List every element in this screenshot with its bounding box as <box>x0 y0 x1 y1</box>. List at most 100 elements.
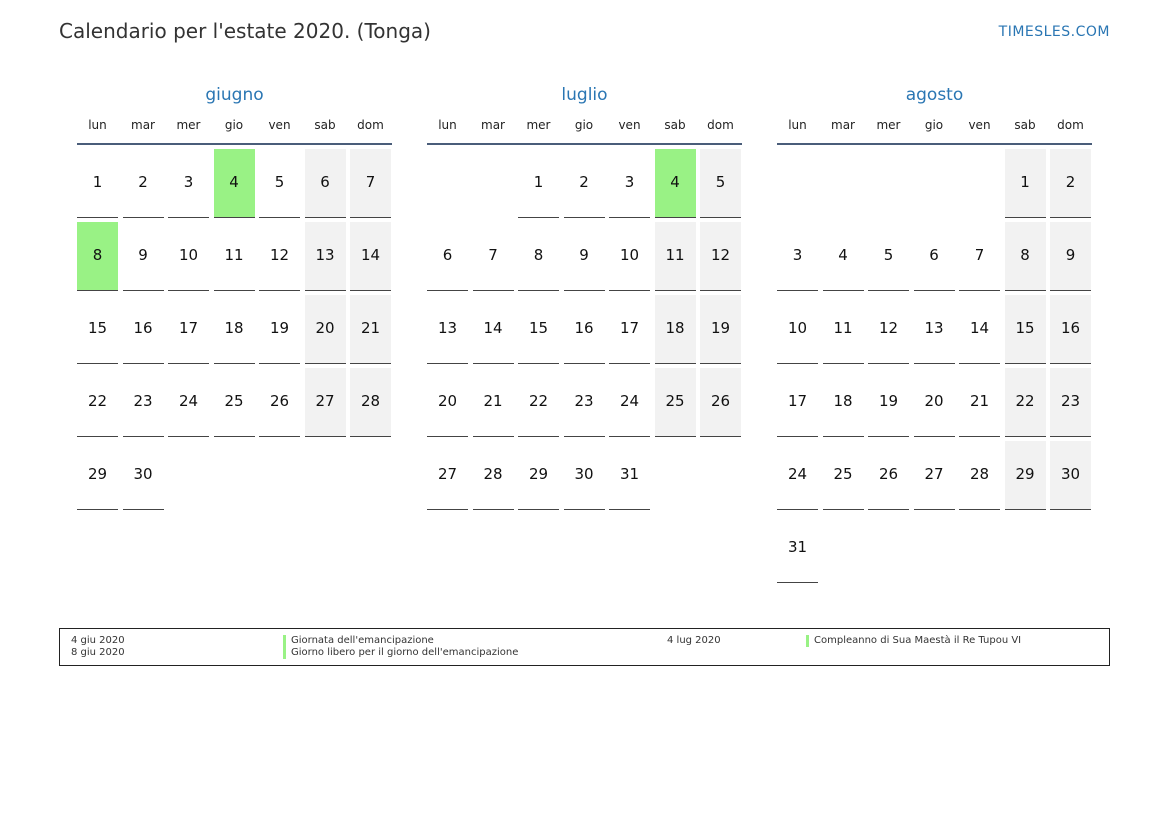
day-cell[interactable]: 14 <box>472 295 514 364</box>
day-cell[interactable]: 18 <box>822 368 864 437</box>
day-cell[interactable]: 22 <box>518 368 559 437</box>
day-cell[interactable]: 1 <box>77 149 118 218</box>
day-cell[interactable]: 23 <box>563 368 605 437</box>
day-cell[interactable]: 16 <box>122 295 164 364</box>
day-cell[interactable]: 19 <box>868 368 909 437</box>
day-cell[interactable]: 15 <box>1004 295 1046 364</box>
day-cell[interactable]: 13 <box>913 295 955 364</box>
day-cell[interactable]: 15 <box>77 295 118 364</box>
day-cell[interactable]: 8 <box>518 222 559 291</box>
day-cell[interactable]: 13 <box>304 222 346 291</box>
day-cell[interactable]: 10 <box>609 222 650 291</box>
day-cell[interactable]: 28 <box>959 441 1000 510</box>
day-cell[interactable]: 29 <box>77 441 118 510</box>
day-cell[interactable]: 6 <box>913 222 955 291</box>
day-cell[interactable]: 21 <box>472 368 514 437</box>
day-cell[interactable]: 25 <box>213 368 255 437</box>
holiday-day-cell[interactable]: 8 <box>77 222 118 291</box>
month-name: giugno <box>205 85 264 105</box>
day-cell[interactable]: 19 <box>700 295 741 364</box>
day-cell[interactable]: 30 <box>563 441 605 510</box>
day-cell[interactable]: 2 <box>563 149 605 218</box>
day-cell[interactable]: 24 <box>168 368 209 437</box>
day-cell[interactable]: 15 <box>518 295 559 364</box>
day-cell[interactable]: 1 <box>1004 149 1046 218</box>
weekday-label: sab <box>1014 118 1036 132</box>
day-cell[interactable]: 26 <box>700 368 741 437</box>
day-cell[interactable]: 30 <box>122 441 164 510</box>
day-cell[interactable]: 3 <box>609 149 650 218</box>
day-cell[interactable]: 19 <box>259 295 300 364</box>
day-cell[interactable]: 10 <box>168 222 209 291</box>
day-cell[interactable]: 20 <box>913 368 955 437</box>
holiday-day-cell[interactable]: 4 <box>213 149 255 218</box>
day-cell[interactable]: 5 <box>700 149 741 218</box>
day-cell[interactable]: 12 <box>259 222 300 291</box>
weekday-label: sab <box>314 118 336 132</box>
day-cell[interactable]: 7 <box>350 149 391 218</box>
day-cell[interactable]: 3 <box>777 222 818 291</box>
day-cell[interactable]: 17 <box>777 368 818 437</box>
day-cell[interactable]: 27 <box>913 441 955 510</box>
day-cell[interactable]: 26 <box>259 368 300 437</box>
day-cell[interactable]: 31 <box>609 441 650 510</box>
month-calendar-june: giugno lun mar mer gio ven sab dom 1 2 3 4 5 6 7 8 9 10… <box>77 84 392 510</box>
day-cell[interactable]: 8 <box>1004 222 1046 291</box>
day-cell[interactable]: 9 <box>563 222 605 291</box>
day-cell[interactable]: 2 <box>1050 149 1091 218</box>
day-cell[interactable]: 14 <box>959 295 1000 364</box>
day-cell[interactable]: 29 <box>518 441 559 510</box>
day-cell[interactable]: 27 <box>427 441 468 510</box>
day-cell[interactable]: 30 <box>1050 441 1091 510</box>
day-cell[interactable]: 25 <box>822 441 864 510</box>
day-cell[interactable]: 26 <box>868 441 909 510</box>
day-cell[interactable]: 11 <box>654 222 696 291</box>
holiday-day-cell[interactable]: 4 <box>654 149 696 218</box>
day-cell[interactable]: 27 <box>304 368 346 437</box>
day-cell[interactable]: 28 <box>350 368 391 437</box>
day-cell[interactable]: 7 <box>959 222 1000 291</box>
day-cell[interactable]: 7 <box>472 222 514 291</box>
day-cell[interactable]: 20 <box>304 295 346 364</box>
day-cell[interactable]: 2 <box>122 149 164 218</box>
day-cell[interactable]: 24 <box>777 441 818 510</box>
day-cell[interactable]: 18 <box>654 295 696 364</box>
day-cell[interactable]: 21 <box>350 295 391 364</box>
day-cell[interactable]: 21 <box>959 368 1000 437</box>
day-cell[interactable]: 11 <box>822 295 864 364</box>
site-link[interactable]: TIMESLES.COM <box>998 24 1110 40</box>
legend-date: 4 giu 2020 <box>71 635 125 646</box>
day-cell[interactable]: 23 <box>1050 368 1091 437</box>
day-cell[interactable]: 10 <box>777 295 818 364</box>
day-cell[interactable]: 17 <box>168 295 209 364</box>
day-cell[interactable]: 16 <box>563 295 605 364</box>
day-cell[interactable]: 28 <box>472 441 514 510</box>
day-cell[interactable]: 11 <box>213 222 255 291</box>
day-cell[interactable]: 22 <box>1004 368 1046 437</box>
day-cell[interactable]: 4 <box>822 222 864 291</box>
day-cell[interactable]: 1 <box>518 149 559 218</box>
day-cell[interactable]: 12 <box>700 222 741 291</box>
day-cell[interactable]: 17 <box>609 295 650 364</box>
page-title: Calendario per l'estate 2020. (Tonga) <box>59 19 431 43</box>
day-cell[interactable]: 24 <box>609 368 650 437</box>
day-cell[interactable]: 25 <box>654 368 696 437</box>
day-cell[interactable]: 9 <box>1050 222 1091 291</box>
day-cell[interactable]: 20 <box>427 368 468 437</box>
day-cell[interactable]: 9 <box>122 222 164 291</box>
day-cell[interactable]: 16 <box>1050 295 1091 364</box>
day-cell[interactable]: 12 <box>868 295 909 364</box>
day-cell[interactable]: 6 <box>427 222 468 291</box>
day-cell[interactable]: 5 <box>259 149 300 218</box>
day-cell[interactable]: 23 <box>122 368 164 437</box>
day-cell[interactable]: 18 <box>213 295 255 364</box>
day-cell[interactable]: 29 <box>1004 441 1046 510</box>
day-cell[interactable]: 31 <box>777 514 818 583</box>
day-cell[interactable]: 6 <box>304 149 346 218</box>
day-cell[interactable]: 22 <box>77 368 118 437</box>
day-cell[interactable]: 3 <box>168 149 209 218</box>
weekday-label: gio <box>224 118 244 132</box>
day-cell[interactable]: 13 <box>427 295 468 364</box>
day-cell[interactable]: 5 <box>868 222 909 291</box>
day-cell[interactable]: 14 <box>350 222 391 291</box>
